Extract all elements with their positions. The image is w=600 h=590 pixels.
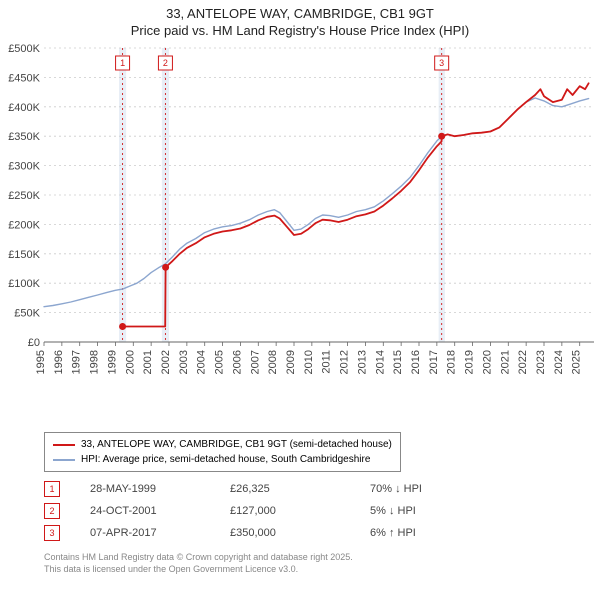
x-tick-label: 2002 [160, 350, 172, 374]
x-tick-label: 2021 [499, 350, 511, 374]
y-tick-label: £450K [8, 72, 40, 84]
sale-marker-number: 3 [439, 58, 444, 68]
y-tick-label: £0 [28, 337, 40, 349]
x-tick-label: 2016 [410, 350, 422, 374]
sales-table: 1 28-MAY-1999£26,32570% ↓ HPI 2 24-OCT-2001… [44, 478, 470, 544]
x-tick-label: 2015 [392, 350, 404, 374]
page-root: 33, ANTELOPE WAY, CAMBRIDGE, CB1 9GT Pri… [0, 0, 600, 590]
sale-price: £26,325 [230, 483, 370, 495]
title-line-1: 33, ANTELOPE WAY, CAMBRIDGE, CB1 9GT [0, 6, 600, 23]
x-tick-label: 1997 [71, 350, 83, 374]
sales-row: 2 24-OCT-2001£127,0005% ↓ HPI [44, 500, 470, 522]
legend-label: 33, ANTELOPE WAY, CAMBRIDGE, CB1 9GT (se… [81, 437, 392, 452]
chart-legend: 33, ANTELOPE WAY, CAMBRIDGE, CB1 9GT (se… [44, 432, 401, 472]
legend-item: 33, ANTELOPE WAY, CAMBRIDGE, CB1 9GT (se… [53, 437, 392, 452]
sale-price: £350,000 [230, 527, 370, 539]
footer-line-2: This data is licensed under the Open Gov… [44, 564, 353, 576]
x-tick-label: 2012 [339, 350, 351, 374]
sale-date: 28-MAY-1999 [90, 483, 230, 495]
x-tick-label: 1996 [53, 350, 65, 374]
x-tick-label: 2020 [481, 350, 493, 374]
x-tick-label: 2008 [267, 350, 279, 374]
x-tick-label: 2007 [249, 350, 261, 374]
footer-line-1: Contains HM Land Registry data © Crown c… [44, 552, 353, 564]
legend-label: HPI: Average price, semi-detached house,… [81, 452, 370, 467]
x-tick-label: 2010 [303, 350, 315, 374]
sale-price: £127,000 [230, 505, 370, 517]
legend-item: HPI: Average price, semi-detached house,… [53, 452, 392, 467]
series-dot [119, 323, 126, 330]
y-tick-label: £200K [8, 219, 40, 231]
footer-note: Contains HM Land Registry data © Crown c… [44, 552, 353, 575]
legend-swatch [53, 444, 75, 446]
sale-date: 07-APR-2017 [90, 527, 230, 539]
y-tick-label: £100K [8, 278, 40, 290]
sale-marker-icon: 2 [44, 503, 60, 519]
x-tick-label: 2024 [553, 350, 565, 374]
legend-swatch [53, 459, 75, 461]
sale-date: 24-OCT-2001 [90, 505, 230, 517]
x-tick-label: 1998 [89, 350, 101, 374]
series-price_paid [123, 83, 589, 326]
x-tick-label: 2017 [428, 350, 440, 374]
sale-delta: 70% ↓ HPI [370, 483, 470, 495]
title-line-2: Price paid vs. HM Land Registry's House … [0, 23, 600, 40]
x-tick-label: 2000 [124, 350, 136, 374]
x-tick-label: 2004 [196, 350, 208, 374]
y-tick-label: £50K [14, 308, 40, 320]
x-tick-label: 2014 [374, 350, 386, 374]
y-tick-label: £500K [8, 44, 40, 55]
sale-marker-icon: 3 [44, 525, 60, 541]
x-tick-label: 2023 [535, 350, 547, 374]
sales-row: 1 28-MAY-1999£26,32570% ↓ HPI [44, 478, 470, 500]
y-tick-label: £300K [8, 161, 40, 173]
series-dot [162, 264, 169, 271]
sale-delta: 6% ↑ HPI [370, 527, 470, 539]
x-tick-label: 1999 [106, 350, 118, 374]
y-tick-label: £350K [8, 131, 40, 143]
x-tick-label: 2003 [178, 350, 190, 374]
y-tick-label: £150K [8, 249, 40, 261]
sale-marker-icon: 1 [44, 481, 60, 497]
x-tick-label: 2009 [285, 350, 297, 374]
sale-marker-number: 1 [120, 58, 125, 68]
sale-delta: 5% ↓ HPI [370, 505, 470, 517]
x-tick-label: 2011 [321, 350, 333, 374]
x-tick-label: 2018 [446, 350, 458, 374]
x-tick-label: 1995 [35, 350, 47, 374]
price-chart: £0 £50K £100K £150K £200K £250K £300K £350K £400… [0, 44, 600, 394]
x-tick-label: 2013 [356, 350, 368, 374]
x-tick-label: 2022 [517, 350, 529, 374]
x-tick-label: 2001 [142, 350, 154, 374]
sale-marker-number: 2 [163, 58, 168, 68]
x-tick-label: 2025 [571, 350, 583, 374]
y-tick-label: £400K [8, 102, 40, 114]
x-tick-label: 2006 [231, 350, 243, 374]
x-tick-label: 2005 [214, 350, 226, 374]
series-dot [438, 133, 445, 140]
chart-title-block: 33, ANTELOPE WAY, CAMBRIDGE, CB1 9GT Pri… [0, 0, 600, 40]
y-tick-label: £250K [8, 190, 40, 202]
x-tick-label: 2019 [464, 350, 476, 374]
sales-row: 3 07-APR-2017£350,0006% ↑ HPI [44, 522, 470, 544]
